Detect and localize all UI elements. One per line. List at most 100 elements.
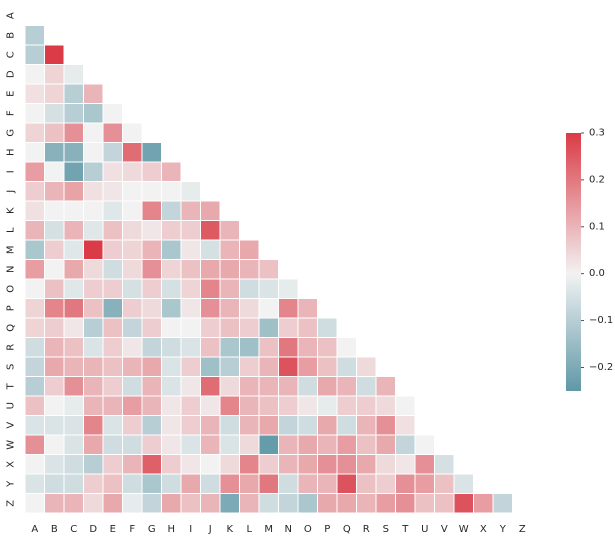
- x-tick-label-M: M: [264, 524, 273, 535]
- heatmap-cell-W-O: [297, 434, 318, 455]
- heatmap-cell-N-G: [141, 259, 162, 280]
- colorbar-tick-label: 0.0: [589, 268, 605, 279]
- heatmap-cell-Y-W: [453, 473, 474, 494]
- heatmap-cell-L-H: [161, 220, 182, 241]
- heatmap-cell-W-N: [278, 434, 299, 455]
- heatmap-cell-O-C: [63, 278, 84, 299]
- x-tick-label-W: W: [459, 524, 469, 535]
- heatmap-cell-U-D: [83, 395, 104, 416]
- y-tick-label-W: W: [6, 440, 17, 450]
- y-tick-label-I: I: [6, 170, 17, 173]
- heatmap-cell-W-L: [239, 434, 260, 455]
- heatmap-cell-N-M: [258, 259, 279, 280]
- heatmap-cell-X-S: [375, 454, 396, 475]
- heatmap-cell-S-B: [44, 356, 65, 377]
- heatmap-cell-T-J: [200, 376, 221, 397]
- heatmap-cell-X-M: [258, 454, 279, 475]
- x-tick-label-D: D: [89, 524, 97, 535]
- y-tick-label-D: D: [6, 70, 17, 78]
- heatmap-cell-R-N: [278, 337, 299, 358]
- heatmap-cell-R-J: [200, 337, 221, 358]
- heatmap-cell-Z-R: [356, 493, 377, 514]
- heatmap-cell-R-O: [297, 337, 318, 358]
- heatmap-cell-Q-I: [180, 317, 201, 338]
- heatmap-cell-H-E: [102, 142, 123, 163]
- heatmap-cell-K-A: [24, 200, 45, 221]
- heatmap-cell-V-I: [180, 415, 201, 436]
- heatmap-cell-W-A: [24, 434, 45, 455]
- heatmap-cell-P-E: [102, 298, 123, 319]
- y-tick-label-O: O: [6, 285, 17, 293]
- heatmap-cell-W-M: [258, 434, 279, 455]
- heatmap-cell-V-E: [102, 415, 123, 436]
- heatmap-cell-T-G: [141, 376, 162, 397]
- heatmap-cell-R-E: [102, 337, 123, 358]
- heatmap-cell-I-E: [102, 161, 123, 182]
- heatmap-cell-O-D: [83, 278, 104, 299]
- y-tick-label-C: C: [6, 51, 17, 58]
- heatmap-cell-W-J: [200, 434, 221, 455]
- heatmap-cell-L-I: [180, 220, 201, 241]
- x-tick-label-K: K: [226, 524, 233, 535]
- x-tick-label-I: I: [189, 524, 192, 535]
- heatmap-cell-J-D: [83, 181, 104, 202]
- heatmap-cell-Z-D: [83, 493, 104, 514]
- heatmap-cell-X-N: [278, 454, 299, 475]
- heatmap-cell-Y-M: [258, 473, 279, 494]
- x-tick-label-N: N: [285, 524, 292, 535]
- heatmap-cell-F-C: [63, 103, 84, 124]
- heatmap-cell-R-M: [258, 337, 279, 358]
- heatmap-cell-J-A: [24, 181, 45, 202]
- heatmap-cell-W-S: [375, 434, 396, 455]
- heatmap-cell-P-A: [24, 298, 45, 319]
- heatmap-cell-M-L: [239, 239, 260, 260]
- heatmap-cell-Y-E: [102, 473, 123, 494]
- heatmap-cell-O-J: [200, 278, 221, 299]
- heatmap-cell-K-D: [83, 200, 104, 221]
- heatmap-cell-H-A: [24, 142, 45, 163]
- heatmap-cell-V-R: [356, 415, 377, 436]
- heatmap-cell-R-P: [317, 337, 338, 358]
- heatmap-cell-M-C: [63, 239, 84, 260]
- x-tick-label-T: T: [401, 524, 409, 535]
- heatmap-cell-Y-F: [122, 473, 143, 494]
- heatmap-cell-G-F: [122, 122, 143, 143]
- heatmap-cell-Y-H: [161, 473, 182, 494]
- heatmap-cell-M-I: [180, 239, 201, 260]
- heatmap-cell-P-I: [180, 298, 201, 319]
- heatmap-cell-I-D: [83, 161, 104, 182]
- x-tick-label-X: X: [480, 524, 487, 535]
- heatmap-cell-U-B: [44, 395, 65, 416]
- y-tick-label-F: F: [6, 110, 17, 116]
- colorbar-tick-label: −0.1: [589, 315, 613, 326]
- heatmap-cell-X-B: [44, 454, 65, 475]
- y-tick-label-Z: Z: [6, 500, 17, 507]
- heatmap-cell-L-D: [83, 220, 104, 241]
- heatmap-cell-D-B: [44, 64, 65, 85]
- heatmap-cell-N-F: [122, 259, 143, 280]
- heatmap-cell-K-G: [141, 200, 162, 221]
- heatmap-cell-Y-D: [83, 473, 104, 494]
- heatmap-cell-N-J: [200, 259, 221, 280]
- heatmap-cell-U-S: [375, 395, 396, 416]
- heatmap-cell-T-I: [180, 376, 201, 397]
- heatmap-cell-Q-G: [141, 317, 162, 338]
- heatmap-cell-D-A: [24, 64, 45, 85]
- heatmap-cell-Y-P: [317, 473, 338, 494]
- heatmap-cell-T-K: [219, 376, 240, 397]
- x-tick-label-P: P: [324, 524, 330, 535]
- heatmap-cell-Z-C: [63, 493, 84, 514]
- heatmap-cell-K-I: [180, 200, 201, 221]
- colorbar-tick-label: 0.2: [589, 174, 605, 185]
- heatmap-cell-O-N: [278, 278, 299, 299]
- heatmap-cell-V-L: [239, 415, 260, 436]
- heatmap-cell-X-K: [219, 454, 240, 475]
- heatmap-cell-O-E: [102, 278, 123, 299]
- heatmap-cell-O-B: [44, 278, 65, 299]
- heatmap-cell-K-F: [122, 200, 143, 221]
- y-tick-label-Y: Y: [6, 480, 17, 488]
- heatmap-cell-R-B: [44, 337, 65, 358]
- heatmap-cell-M-J: [200, 239, 221, 260]
- heatmap-cell-R-H: [161, 337, 182, 358]
- heatmap-cell-N-I: [180, 259, 201, 280]
